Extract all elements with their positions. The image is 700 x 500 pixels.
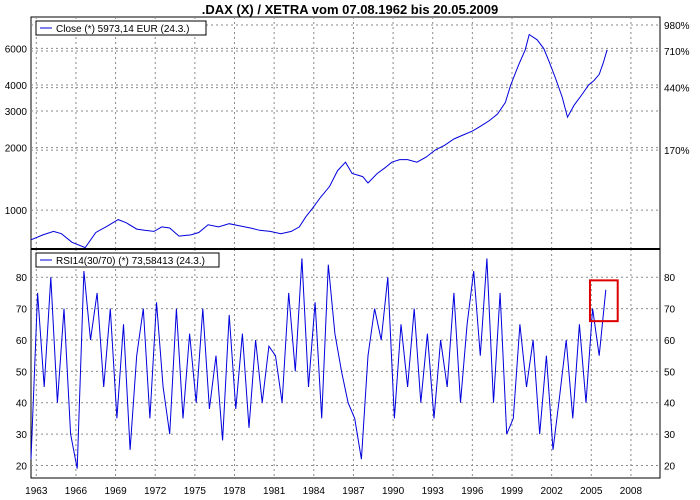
price-left-tick: 6000 bbox=[5, 44, 28, 55]
x-tick-label: 1969 bbox=[104, 486, 127, 497]
x-tick-label: 1972 bbox=[144, 486, 167, 497]
rsi-left-tick: 70 bbox=[16, 305, 28, 316]
price-right-tick: 710% bbox=[664, 47, 690, 58]
x-tick-label: 1963 bbox=[25, 486, 48, 497]
highlight-box bbox=[588, 279, 619, 323]
x-tick-label: 1966 bbox=[65, 486, 88, 497]
x-tick-label: 2005 bbox=[580, 486, 603, 497]
rsi-right-tick: 60 bbox=[664, 336, 676, 347]
x-tick-label: 1984 bbox=[303, 486, 326, 497]
price-left-tick: 1000 bbox=[5, 206, 28, 217]
x-tick-label: 1990 bbox=[382, 486, 405, 497]
x-tick-label: 2002 bbox=[541, 486, 564, 497]
rsi-left-tick: 60 bbox=[16, 336, 28, 347]
x-tick-label: 2008 bbox=[620, 486, 643, 497]
x-tick-label: 1996 bbox=[461, 486, 484, 497]
chart-title: .DAX (X) / XETRA vom 07.08.1962 bis 20.0… bbox=[202, 2, 499, 17]
rsi-right-tick: 80 bbox=[664, 273, 676, 284]
rsi-line bbox=[30, 258, 607, 469]
x-tick-label: 1975 bbox=[184, 486, 207, 497]
price-left-tick: 4000 bbox=[5, 81, 28, 92]
price-left-tick: 2000 bbox=[5, 144, 28, 155]
rsi-right-tick: 50 bbox=[664, 367, 676, 378]
rsi-right-tick: 20 bbox=[664, 461, 676, 472]
rsi-legend: RSI14(30/70) (*) 73,58413 (24.3.) bbox=[35, 252, 220, 268]
price-right-tick: 170% bbox=[664, 146, 690, 157]
rsi-grid bbox=[31, 249, 660, 478]
price-right-tick: 980% bbox=[664, 21, 690, 32]
price-legend-label: Close (*) 5973,14 EUR (24.3.) bbox=[56, 24, 189, 35]
axis-ticks: 1963 1966 1969 1972 1975 1978 1981 1984 1987 1990… bbox=[5, 21, 690, 497]
rsi-left-tick: 80 bbox=[16, 273, 28, 284]
rsi-left-tick: 30 bbox=[16, 430, 28, 441]
x-tick-label: 1999 bbox=[501, 486, 524, 497]
rsi-left-tick: 40 bbox=[16, 399, 28, 410]
price-legend: Close (*) 5973,14 EUR (24.3.) bbox=[35, 20, 207, 36]
price-line bbox=[30, 33, 608, 249]
rsi-left-tick: 50 bbox=[16, 367, 28, 378]
x-tick-label: 1978 bbox=[223, 486, 246, 497]
x-tick-label: 1987 bbox=[342, 486, 365, 497]
rsi-left-tick: 20 bbox=[16, 461, 28, 472]
rsi-right-tick: 70 bbox=[664, 305, 676, 316]
price-grid bbox=[31, 17, 660, 249]
chart-frame bbox=[30, 16, 661, 479]
x-tick-label: 1981 bbox=[263, 486, 286, 497]
price-left-tick: 3000 bbox=[5, 107, 28, 118]
rsi-right-tick: 40 bbox=[664, 399, 676, 410]
rsi-right-tick: 30 bbox=[664, 430, 676, 441]
price-right-tick: 440% bbox=[664, 84, 690, 95]
rsi-legend-label: RSI14(30/70) (*) 73,58413 (24.3.) bbox=[56, 256, 205, 267]
x-tick-label: 1993 bbox=[422, 486, 445, 497]
